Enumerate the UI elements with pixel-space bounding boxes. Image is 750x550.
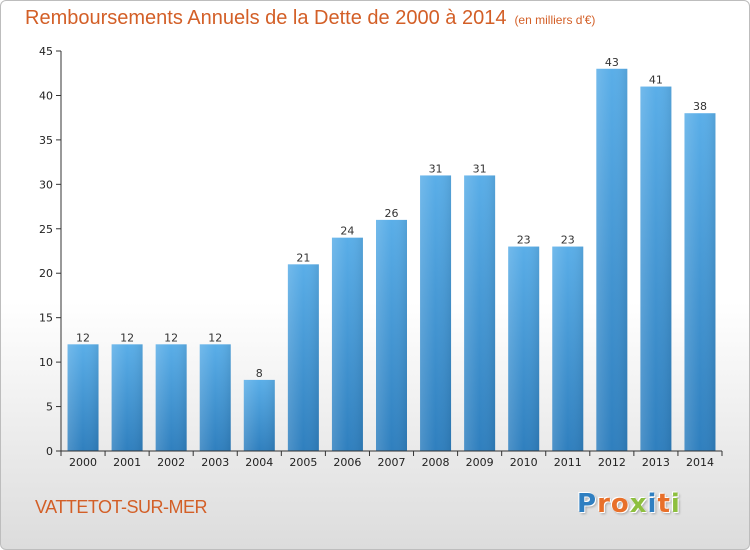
x-tick-label-2011: 2011: [554, 456, 582, 469]
bar-shade-2003: [199, 344, 231, 451]
bar-shade-2012: [596, 68, 628, 452]
data-label-2005: 21: [296, 251, 310, 264]
bar-shade-2006: [331, 237, 363, 451]
logo-letter: o: [610, 489, 630, 519]
logo-letter: r: [597, 489, 611, 519]
y-tick-label: 40: [39, 89, 53, 102]
x-tick-label-2001: 2001: [113, 456, 141, 469]
data-label-2013: 41: [649, 74, 663, 87]
bar-shade-2005: [287, 264, 319, 451]
x-tick-label-2009: 2009: [466, 456, 494, 469]
commune-name: VATTETOT-SUR-MER: [35, 497, 208, 517]
logo-letter: t: [657, 489, 671, 519]
x-tick-label-2002: 2002: [157, 456, 185, 469]
bar-shade-2008: [420, 175, 452, 451]
y-tick-label: 0: [46, 445, 53, 458]
y-tick-label: 5: [46, 401, 53, 414]
bar-shade-2009: [464, 175, 496, 451]
chart-unit: (en milliers d'€): [514, 13, 596, 27]
data-label-2010: 23: [517, 234, 531, 247]
y-tick-label: 15: [39, 312, 53, 325]
x-tick-label-2006: 2006: [333, 456, 361, 469]
data-label-2002: 12: [164, 331, 178, 344]
y-tick-label: 25: [39, 223, 53, 236]
data-label-2003: 12: [208, 331, 222, 344]
x-tick-label-2004: 2004: [245, 456, 273, 469]
logo-letter: P: [577, 489, 598, 519]
y-tick-label: 10: [39, 356, 53, 369]
data-label-2014: 38: [693, 100, 707, 113]
bar-shade-2000: [67, 344, 99, 451]
x-tick-label-2014: 2014: [686, 456, 714, 469]
logo-letter: i: [670, 489, 681, 519]
bar-shade-2004: [243, 379, 275, 451]
y-tick-label: 45: [39, 45, 53, 58]
x-tick-label-2012: 2012: [598, 456, 626, 469]
chart-title-text: Remboursements Annuels de la Dette de 20…: [25, 7, 507, 29]
x-tick-label-2003: 2003: [201, 456, 229, 469]
data-label-2012: 43: [605, 56, 619, 69]
data-label-2006: 24: [340, 225, 354, 238]
data-label-2007: 26: [385, 207, 399, 220]
logo-letter: i: [647, 489, 658, 519]
y-tick-label: 20: [39, 267, 53, 280]
logo-letter: x: [629, 489, 648, 519]
data-label-2004: 8: [256, 367, 263, 380]
data-label-2000: 12: [76, 331, 90, 344]
x-tick-label-2013: 2013: [642, 456, 670, 469]
bar-shade-2010: [508, 246, 540, 451]
bar-shade-2001: [111, 344, 143, 451]
x-tick-label-2010: 2010: [510, 456, 538, 469]
bar-shade-2014: [684, 113, 716, 451]
x-tick-label-2008: 2008: [422, 456, 450, 469]
bar-shade-2011: [552, 246, 584, 451]
y-tick-label: 30: [39, 178, 53, 191]
chart-title: Remboursements Annuels de la Dette de 20…: [25, 7, 595, 30]
data-label-2008: 31: [429, 162, 443, 175]
x-tick-label-2000: 2000: [69, 456, 97, 469]
data-label-2009: 31: [473, 162, 487, 175]
y-tick-label: 35: [39, 134, 53, 147]
bar-shade-2002: [155, 344, 187, 451]
x-tick-label-2007: 2007: [378, 456, 406, 469]
data-label-2011: 23: [561, 234, 575, 247]
data-label-2001: 12: [120, 331, 134, 344]
bar-shade-2007: [376, 219, 407, 451]
proxiti-logo: Proxiti: [577, 489, 681, 519]
bar-shade-2013: [640, 86, 672, 452]
x-tick-label-2005: 2005: [289, 456, 317, 469]
